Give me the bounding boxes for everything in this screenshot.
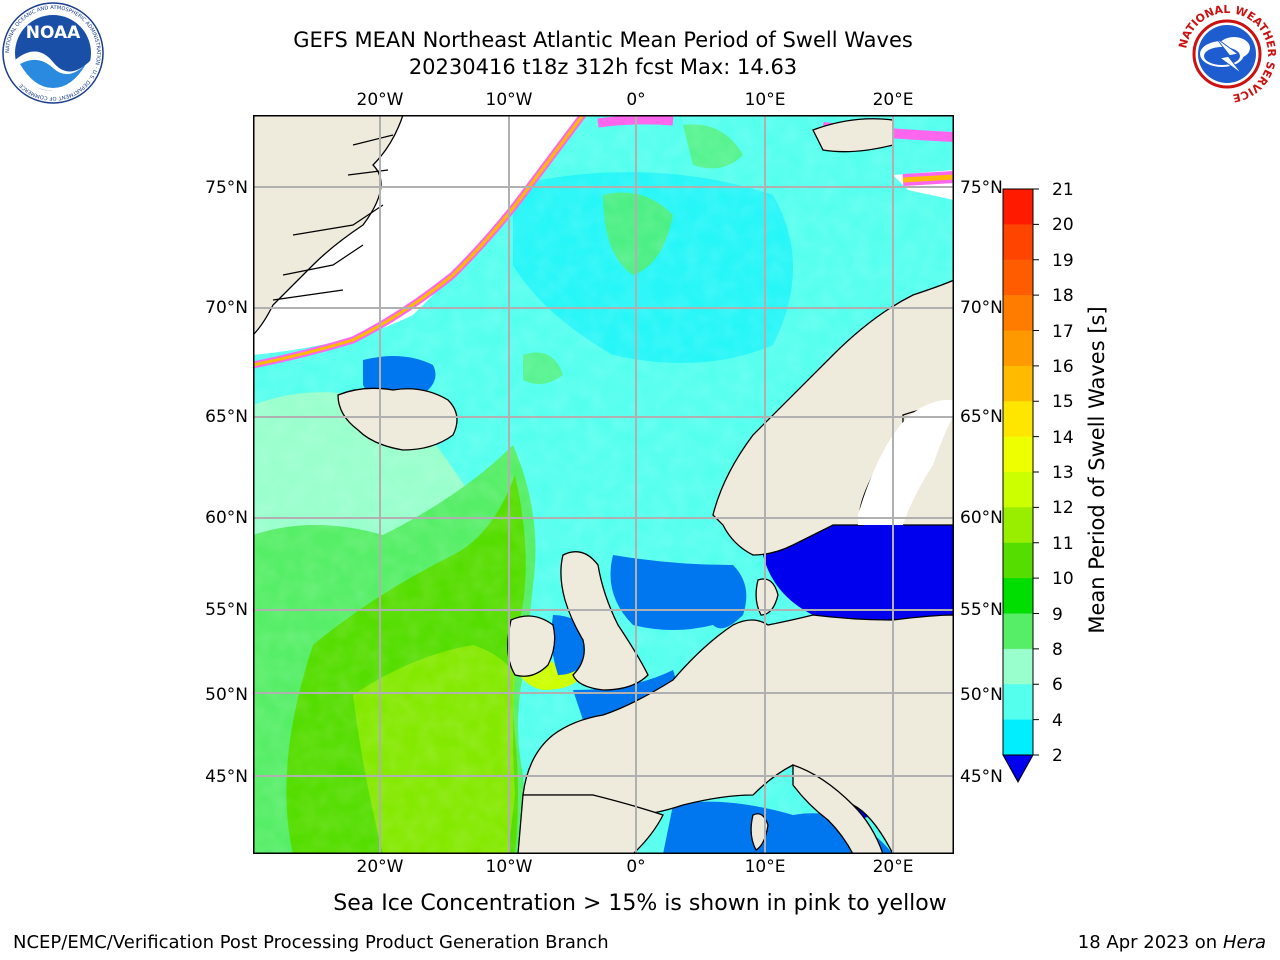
lat-tick-left-7: 45°N — [205, 767, 248, 787]
lat-tick-right-1: 75°N — [960, 178, 1003, 198]
land-europe — [522, 614, 954, 854]
colorbar-segment — [1003, 613, 1033, 650]
colorbar-label: 2 — [1052, 746, 1063, 766]
map-svg — [253, 115, 954, 854]
map-area — [253, 115, 954, 854]
land-iceland — [337, 387, 458, 451]
lat-tick-right-6: 50°N — [960, 685, 1003, 705]
lat-tick-right-2: 70°N — [960, 298, 1003, 318]
lon-tick-bottom-5: 20°E — [872, 857, 914, 877]
lon-tick-bottom-3: 0° — [626, 857, 646, 877]
colorbar-segment — [1003, 224, 1033, 261]
ice-edge-north — [597, 115, 674, 128]
colorbar-label: 15 — [1052, 392, 1074, 413]
noaa-logo: NOAA NATIONAL OCEANIC AND ATMOSPHERIC AD… — [2, 2, 104, 104]
colorbar-segment — [1003, 507, 1033, 544]
blue-baltic — [763, 525, 953, 620]
colorbar-label: 11 — [1052, 533, 1074, 554]
colorbar-label: 19 — [1052, 250, 1074, 271]
colorbar-segment — [1003, 719, 1033, 756]
colorbar-label: 8 — [1052, 639, 1063, 660]
land-greenland — [253, 115, 404, 336]
colorbar-segment — [1003, 189, 1033, 225]
colorbar-segment — [1003, 401, 1033, 438]
lon-tick-top-4: 10°E — [744, 90, 786, 110]
colorbar-label: 21 — [1052, 180, 1074, 200]
footer-branch: NCEP/EMC/Verification Post Processing Pr… — [13, 932, 609, 953]
footer-date: 18 Apr 2023 on Hera — [1078, 932, 1266, 954]
lon-tick-bottom-1: 20°W — [356, 857, 404, 877]
colorbar-segment — [1003, 365, 1033, 402]
colorbar-label: 4 — [1052, 710, 1063, 731]
lat-tick-left-6: 50°N — [205, 685, 248, 705]
colorbar-segment — [1003, 578, 1033, 614]
colorbar-label: 17 — [1052, 321, 1074, 342]
lat-tick-right-3: 65°N — [960, 407, 1003, 427]
colorbar-segment — [1003, 330, 1033, 367]
noaa-logo-text: NOAA — [26, 23, 81, 43]
map-frame — [253, 115, 954, 854]
colorbar-label: 12 — [1052, 498, 1074, 519]
colorbar-label: 6 — [1052, 675, 1063, 696]
sea-ice-bothnia — [858, 400, 954, 525]
land-iberia — [517, 794, 664, 854]
chart-title: GEFS MEAN Northeast Atlantic Mean Period… — [293, 28, 913, 52]
colorbar-segment — [1003, 259, 1033, 296]
colorbar-label: 18 — [1052, 286, 1074, 307]
map-gridlines — [253, 115, 954, 854]
footer-host: Hera — [1222, 932, 1266, 953]
lat-tick-left-5: 55°N — [205, 600, 248, 620]
lat-tick-left-1: 75°N — [205, 178, 248, 198]
colorbar-label: 9 — [1052, 604, 1063, 625]
colorbar-segment — [1003, 295, 1033, 331]
map-caption: Sea Ice Concentration > 15% is shown in … — [333, 891, 947, 916]
colorbar-segment — [1003, 542, 1033, 579]
chart-subtitle: 20230416 t18z 312h fcst Max: 14.63 — [408, 55, 798, 79]
greenland-fjords — [272, 134, 394, 301]
colorbar-under-arrow — [1002, 754, 1034, 784]
colorbar-label: 13 — [1052, 463, 1074, 483]
colorbar-label: 14 — [1052, 427, 1074, 448]
lat-tick-left-2: 70°N — [205, 298, 248, 318]
colorbar-segment — [1003, 472, 1033, 508]
land-italy — [792, 764, 884, 854]
lon-tick-top-2: 10°W — [485, 90, 533, 110]
blue-north-sea — [610, 555, 747, 630]
colorbar-labels: 21 20 19 18 17 16 15 14 13 12 11 10 9 8 6 4 2 — [1052, 180, 1112, 766]
lat-tick-right-5: 55°N — [960, 600, 1003, 620]
lon-tick-top-5: 20°E — [872, 90, 914, 110]
colorbar-label: 16 — [1052, 356, 1074, 377]
lon-tick-bottom-2: 10°W — [485, 857, 533, 877]
colorbar-svg — [1002, 188, 1039, 784]
lat-tick-right-7: 45°N — [960, 767, 1003, 787]
lon-tick-bottom-4: 10°E — [744, 857, 786, 877]
footer-date-text: 18 Apr 2023 on — [1077, 932, 1223, 953]
colorbar-segment — [1003, 684, 1033, 721]
land-sardinia — [750, 813, 769, 851]
colorbar-label: 20 — [1052, 215, 1074, 236]
lon-tick-top-1: 20°W — [356, 90, 404, 110]
lat-tick-left-4: 60°N — [205, 508, 248, 528]
blue-mediterranean — [663, 801, 893, 854]
colorbar-segment — [1003, 436, 1033, 473]
lat-tick-left-3: 65°N — [205, 407, 248, 427]
lat-tick-right-4: 60°N — [960, 508, 1003, 528]
colorbar-label: 10 — [1052, 569, 1074, 590]
land-great-britain — [560, 551, 649, 691]
nws-logo: NATIONAL WEATHER SERVICE — [1176, 4, 1278, 104]
colorbar-title: Mean Period of Swell Waves [s] — [1085, 306, 1109, 634]
colorbar — [1001, 187, 1039, 784]
colorbar-segment — [1003, 648, 1033, 685]
lon-tick-top-3: 0° — [626, 90, 646, 110]
